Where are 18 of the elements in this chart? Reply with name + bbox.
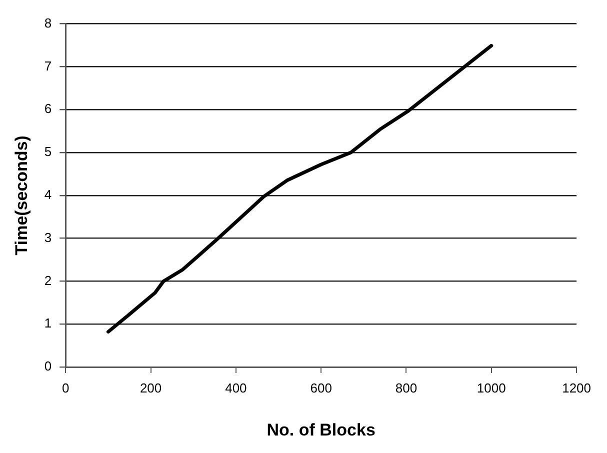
- x-tick-label: 800: [395, 380, 418, 396]
- x-tick-label: 600: [310, 380, 332, 396]
- x-tick-label: 400: [225, 380, 247, 396]
- x-tick-label: 200: [140, 380, 162, 396]
- y-tick-label: 4: [44, 186, 52, 202]
- x-axis-title: No. of Blocks: [266, 420, 376, 440]
- x-tick-label: 1200: [562, 380, 591, 396]
- y-axis-title: Time(seconds): [12, 136, 31, 256]
- y-tick-label: 8: [44, 15, 52, 30]
- y-tick-label: 0: [44, 358, 52, 374]
- y-tick-label: 5: [44, 144, 52, 160]
- y-tick-label: 1: [44, 316, 52, 331]
- y-tick-label: 7: [44, 58, 52, 74]
- y-tick-label: 2: [44, 272, 52, 288]
- y-tick-label: 6: [44, 101, 52, 116]
- x-tick-label: 1000: [476, 380, 506, 396]
- x-tick-label: 0: [62, 380, 70, 396]
- y-tick-label: 3: [44, 230, 52, 245]
